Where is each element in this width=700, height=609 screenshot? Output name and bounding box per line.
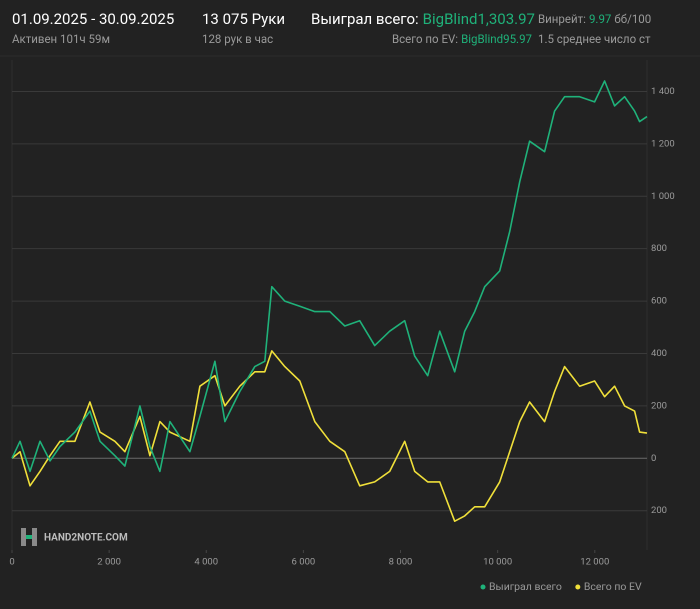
x-tick-label: 10 000 — [483, 557, 512, 568]
x-tick-label: 8 000 — [389, 557, 413, 568]
won-value: BigBlind1,303.97 — [423, 10, 535, 28]
winrate-unit: бб/100 — [614, 12, 651, 26]
ev-value: BigBlind95.97 — [461, 32, 532, 46]
logo-bar — [26, 535, 32, 539]
logo-bar — [32, 528, 37, 546]
x-tick-label: 0 — [9, 557, 14, 568]
ev-label: Всего по EV: — [392, 32, 458, 46]
x-tick-label: 12 000 — [580, 557, 609, 568]
x-tick-label: 6 000 — [292, 557, 316, 568]
y-tick-label: 200 — [651, 400, 667, 411]
y-tick-label: 200 — [651, 505, 667, 516]
logo-bar — [21, 528, 26, 546]
winrate-value: 9.97 — [589, 12, 611, 26]
y-tick-label: 1 400 — [651, 86, 675, 97]
legend-marker — [480, 584, 486, 590]
series-line — [11, 350, 648, 522]
series-line — [11, 80, 648, 473]
won-total: Выиграл всего: BigBlind1,303.97 — [311, 10, 535, 28]
avg-tables: 1.5 среднее число ст — [538, 32, 651, 46]
active-time: Активен 101ч 59м — [12, 32, 110, 46]
hands-per-hour: 128 рук в час — [202, 32, 273, 46]
won-label: Выиграл всего: — [311, 10, 419, 28]
period: 01.09.2025 - 30.09.2025 — [12, 10, 174, 28]
watermark-text: HAND2NOTE.COM — [44, 533, 128, 544]
watermark: HAND2NOTE.COM — [21, 528, 128, 546]
ev-total: Всего по EV: BigBlind95.97 — [392, 32, 532, 46]
x-tick-label: 4 000 — [194, 557, 218, 568]
y-tick-label: 800 — [651, 243, 667, 254]
legend-marker — [575, 584, 581, 590]
winrate-label: Винрейт: — [538, 12, 586, 26]
y-tick-label: 1 200 — [651, 138, 675, 149]
y-tick-label: 400 — [651, 348, 667, 359]
legend-label: Всего по EV — [584, 580, 642, 593]
y-tick-label: 1 000 — [651, 191, 675, 202]
y-tick-label: 0 — [651, 453, 656, 464]
x-tick-label: 2 000 — [97, 557, 121, 568]
winrate: Винрейт: 9.97 бб/100 — [538, 12, 651, 26]
y-tick-label: 600 — [651, 296, 667, 307]
hands: 13 075 Руки — [202, 10, 285, 28]
legend-label: Выиграл всего — [489, 580, 562, 593]
